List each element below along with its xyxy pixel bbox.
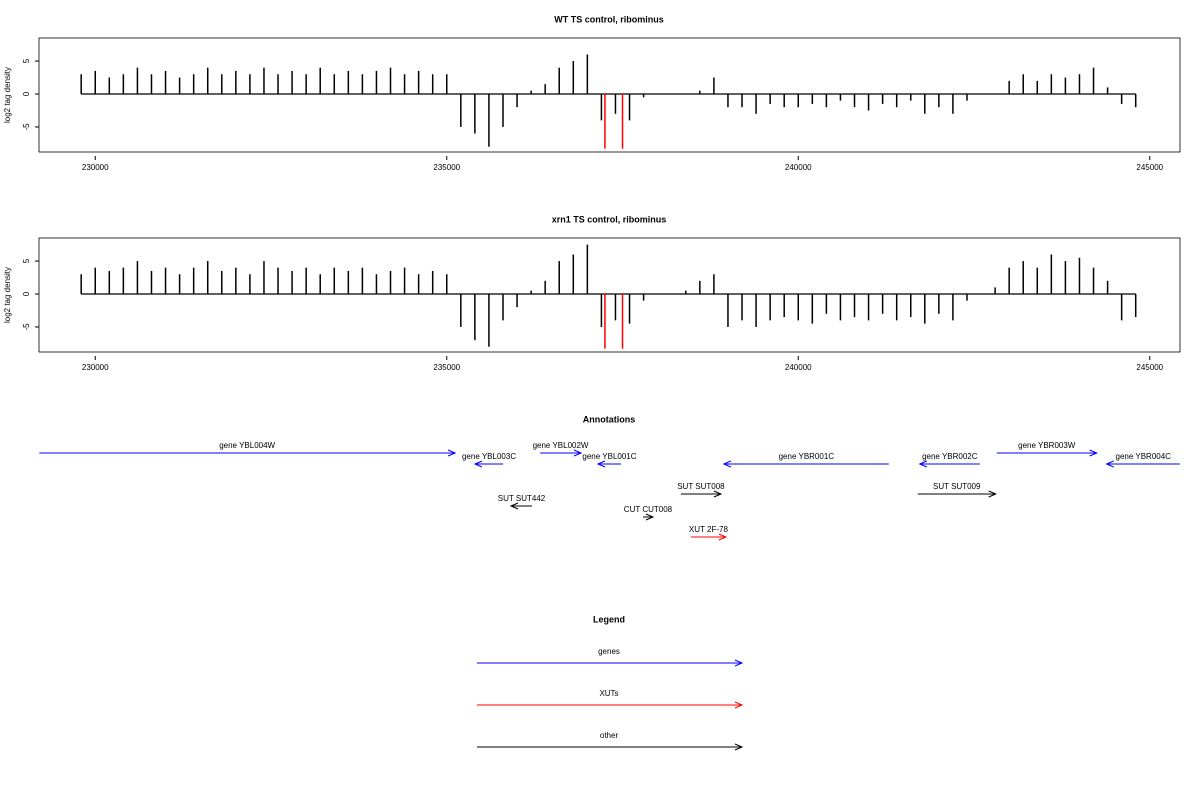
feature-label: gene YBR001C xyxy=(779,452,835,461)
feature-arrow-head xyxy=(596,460,606,468)
y-tick-label: -5 xyxy=(22,123,31,131)
chart-title: xrn1 TS control, ribominus xyxy=(552,214,667,224)
x-tick-label: 235000 xyxy=(433,163,460,172)
feature-arrow-head xyxy=(722,460,732,468)
feature-arrow-head xyxy=(718,533,728,541)
chart-title: WT TS control, ribominus xyxy=(554,14,664,24)
feature-arrow-head xyxy=(473,460,483,468)
y-axis-label: log2 tag density xyxy=(3,267,12,323)
feature-arrow-head xyxy=(645,513,655,521)
feature-arrow-head xyxy=(713,490,723,498)
legend-arrow-head xyxy=(734,701,744,709)
feature-label: gene YBL001C xyxy=(582,452,636,461)
y-tick-label: 5 xyxy=(22,258,31,263)
feature-label: gene YBL003C xyxy=(462,452,516,461)
y-tick-label: 0 xyxy=(22,291,31,296)
feature-arrow-head xyxy=(1089,449,1098,457)
feature-label: gene YBR002C xyxy=(922,452,978,461)
legend-label: XUTs xyxy=(599,689,618,698)
legend-arrow-head xyxy=(734,743,744,751)
feature-label: XUT 2F-78 xyxy=(689,525,729,534)
x-tick-label: 245000 xyxy=(1136,363,1163,372)
plot-box xyxy=(38,237,1181,353)
x-tick-label: 230000 xyxy=(82,163,109,172)
feature-arrow-head xyxy=(447,449,457,457)
feature-label: SUT SUT442 xyxy=(498,494,546,503)
legend-label: other xyxy=(600,731,619,740)
feature-arrow-head xyxy=(988,490,998,498)
feature-label: gene YBR003W xyxy=(1018,441,1076,450)
feature-label: gene YBL002W xyxy=(533,441,589,450)
annotations-title: Annotations xyxy=(583,414,636,424)
x-tick-label: 235000 xyxy=(433,363,460,372)
feature-arrow-head xyxy=(573,449,583,457)
feature-label: SUT SUT009 xyxy=(933,482,981,491)
x-tick-label: 240000 xyxy=(785,163,812,172)
x-tick-label: 240000 xyxy=(785,363,812,372)
y-tick-label: 0 xyxy=(22,91,31,96)
feature-label: SUT SUT008 xyxy=(677,482,725,491)
feature-arrow-head xyxy=(918,460,928,468)
legend-arrow-head xyxy=(734,659,744,667)
plot-box xyxy=(38,37,1181,153)
x-tick-label: 245000 xyxy=(1136,163,1163,172)
y-tick-label: -5 xyxy=(22,323,31,331)
y-axis-label: log2 tag density xyxy=(3,67,12,123)
x-tick-label: 230000 xyxy=(82,363,109,372)
feature-label: gene YBR004C xyxy=(1116,452,1172,461)
feature-arrow-head xyxy=(509,502,519,510)
legend-title: Legend xyxy=(593,614,625,624)
legend-label: genes xyxy=(598,647,620,656)
feature-label: CUT CUT008 xyxy=(624,505,673,514)
feature-arrow-head xyxy=(1105,460,1114,468)
feature-label: gene YBL004W xyxy=(219,441,275,450)
y-tick-label: 5 xyxy=(22,58,31,63)
